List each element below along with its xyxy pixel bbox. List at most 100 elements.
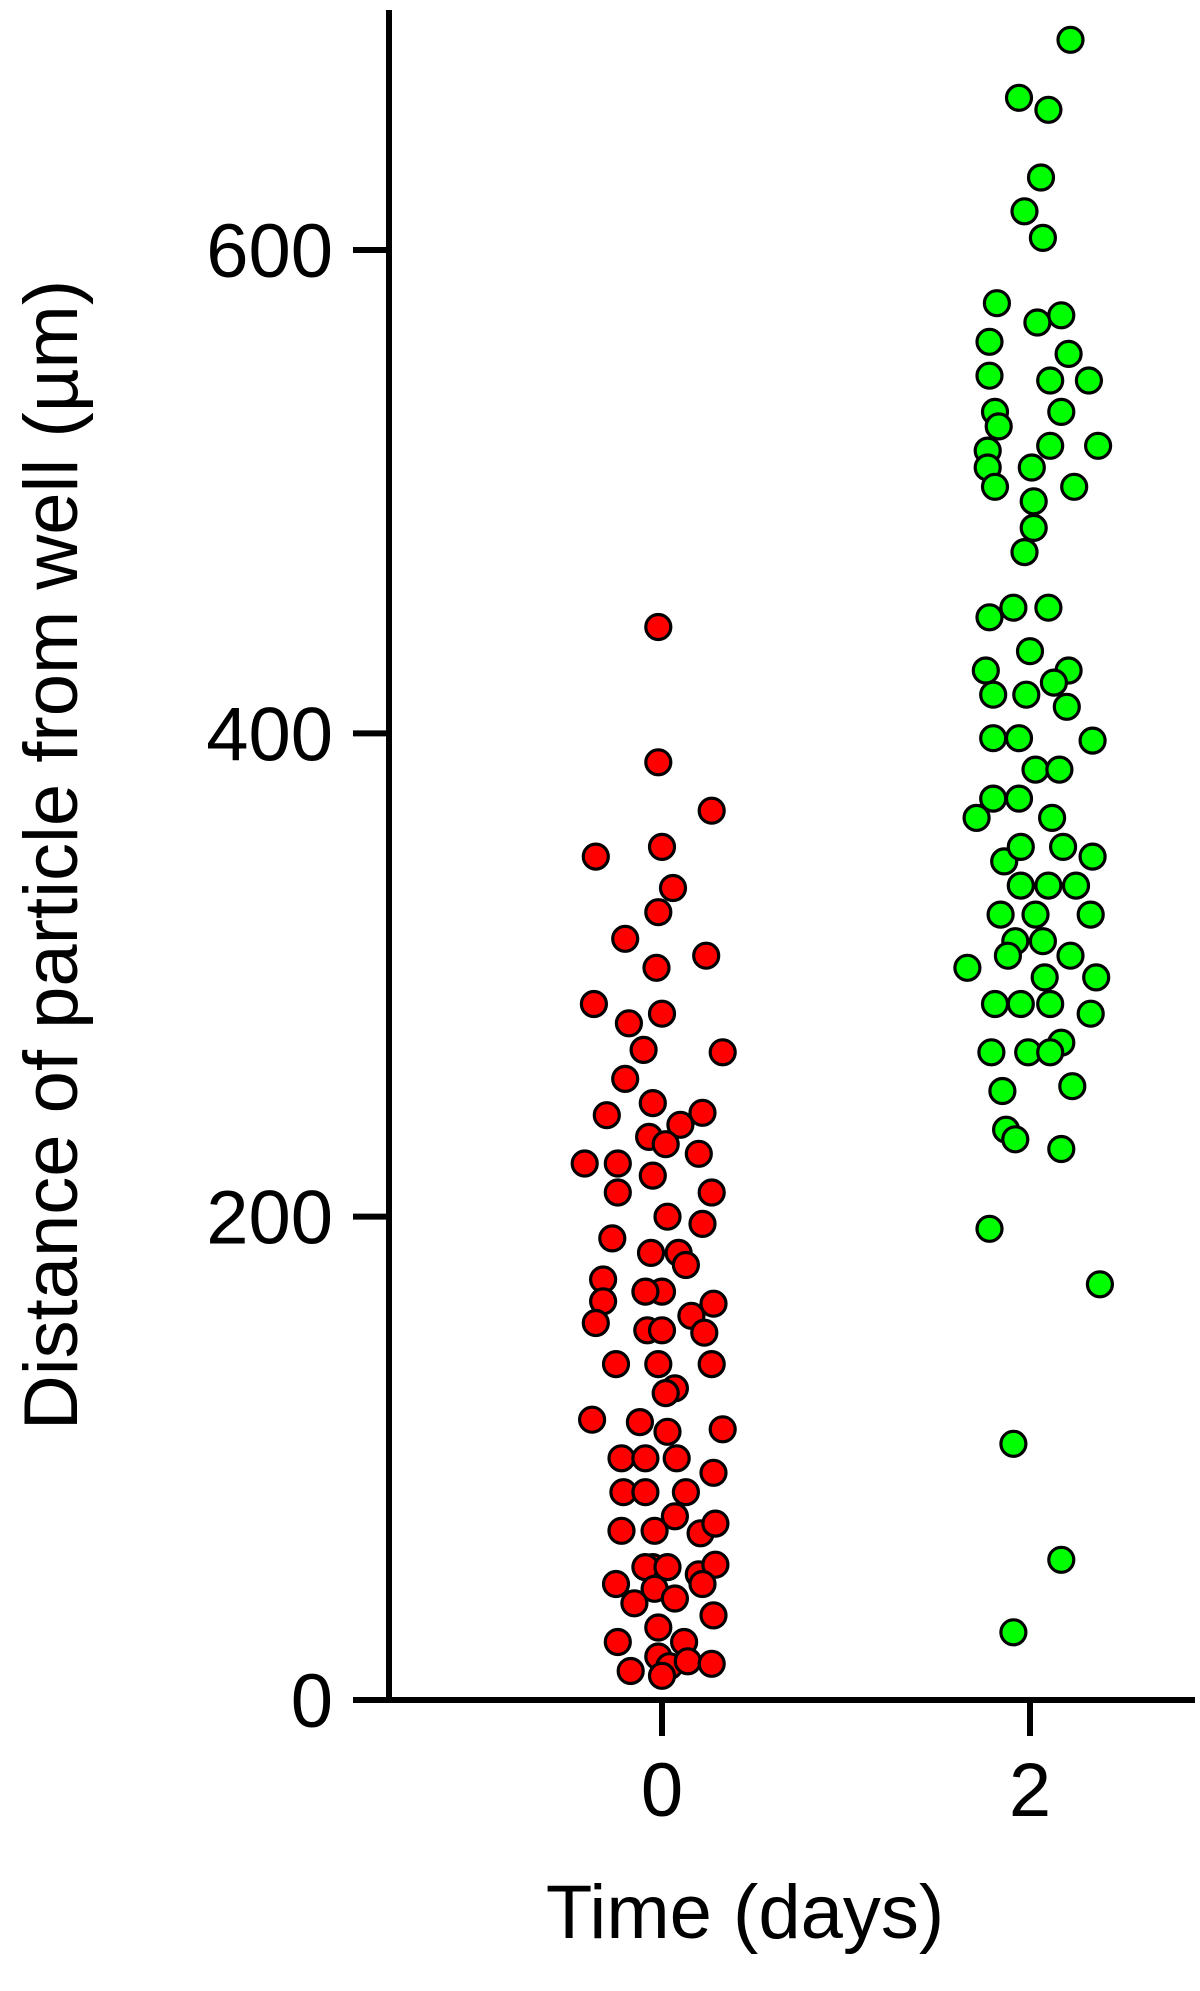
- y-tick-label-600: 600: [206, 209, 333, 294]
- data-point-day0-24: [603, 1149, 632, 1178]
- y-tick-label-400: 400: [206, 692, 333, 777]
- data-point-day2-18: [1036, 431, 1065, 460]
- data-point-day0-53: [607, 1444, 636, 1473]
- data-point-day2-71: [988, 1076, 1017, 1106]
- data-point-day2-30: [1015, 637, 1045, 666]
- data-point-day2-80: [999, 1618, 1028, 1647]
- data-point-day0-26: [697, 1178, 726, 1207]
- data-point-day2-64: [1006, 989, 1035, 1019]
- data-point-day0-70: [701, 1550, 730, 1579]
- x-axis-label: Time (days): [546, 1870, 944, 1955]
- data-point-day0-83: [616, 1656, 645, 1686]
- data-point-day0-25: [638, 1161, 667, 1190]
- data-point-day0-0: [644, 612, 673, 642]
- data-point-day2-43: [1004, 784, 1034, 813]
- data-point-day2-68: [977, 1038, 1006, 1067]
- data-point-day0-14: [708, 1038, 737, 1067]
- data-point-day0-27: [603, 1178, 632, 1207]
- data-point-day2-48: [1048, 832, 1078, 862]
- data-point-day2-9: [975, 327, 1004, 356]
- data-point-day0-48: [651, 1378, 680, 1408]
- data-point-day2-76: [975, 1214, 1004, 1243]
- data-point-day0-16: [638, 1088, 667, 1118]
- data-point-day0-1: [644, 748, 673, 777]
- data-point-day2-78: [999, 1429, 1028, 1458]
- data-point-day0-55: [662, 1444, 691, 1473]
- data-point-day2-58: [953, 953, 982, 982]
- data-point-day2-38: [1004, 724, 1034, 753]
- data-point-day0-19: [666, 1110, 695, 1139]
- data-point-day2-74: [1001, 1125, 1030, 1154]
- data-point-day0-61: [607, 1516, 636, 1545]
- data-point-day2-27: [975, 603, 1004, 632]
- data-point-day2-34: [979, 680, 1008, 709]
- data-point-day2-28: [999, 593, 1028, 622]
- data-point-day0-2: [697, 796, 726, 825]
- data-point-day0-4: [647, 832, 677, 862]
- data-point-day2-0: [1056, 25, 1085, 54]
- data-point-day2-36: [1052, 692, 1081, 721]
- data-point-day2-32: [971, 656, 1000, 685]
- data-point-day2-40: [1045, 755, 1074, 784]
- data-point-day2-44: [962, 803, 991, 833]
- data-point-day2-59: [993, 941, 1023, 970]
- data-point-day0-52: [653, 1417, 682, 1446]
- data-point-day2-51: [1034, 871, 1063, 900]
- data-point-day0-6: [644, 898, 673, 927]
- data-point-day2-56: [1028, 927, 1058, 956]
- y-tick-label-0: 0: [291, 1659, 333, 1744]
- data-point-day2-41: [1078, 726, 1107, 755]
- data-point-day2-19: [1083, 431, 1113, 460]
- data-point-day0-8: [692, 941, 721, 970]
- data-point-day2-24: [1019, 487, 1048, 516]
- data-point-day2-35: [1012, 680, 1041, 709]
- data-point-day0-9: [642, 953, 671, 982]
- data-point-day0-82: [697, 1649, 726, 1678]
- data-point-day2-50: [1006, 871, 1035, 900]
- data-point-day2-26: [1010, 537, 1039, 567]
- data-point-day2-12: [1036, 366, 1065, 395]
- data-point-day0-21: [651, 1130, 680, 1159]
- data-point-day2-1: [1004, 83, 1034, 112]
- data-point-day2-39: [1021, 755, 1050, 784]
- data-point-day2-29: [1034, 593, 1063, 622]
- data-point-day0-58: [631, 1478, 660, 1507]
- data-point-day2-4: [1010, 197, 1039, 226]
- data-point-day0-40: [581, 1308, 610, 1338]
- data-point-day2-62: [1082, 963, 1111, 992]
- data-point-day0-17: [688, 1098, 717, 1127]
- data-point-day2-16: [984, 412, 1013, 441]
- data-point-day2-22: [980, 472, 1010, 501]
- data-point-day2-77: [1085, 1270, 1115, 1299]
- data-point-day0-3: [581, 842, 610, 871]
- data-point-day0-38: [699, 1289, 728, 1318]
- data-point-day2-2: [1034, 95, 1063, 124]
- data-point-day0-29: [688, 1209, 717, 1239]
- data-point-day2-23: [1060, 472, 1089, 501]
- data-point-day0-23: [570, 1149, 599, 1178]
- data-point-day0-74: [688, 1569, 717, 1599]
- data-point-day0-75: [699, 1601, 728, 1630]
- data-point-day0-73: [660, 1584, 690, 1613]
- data-point-day0-22: [684, 1139, 713, 1168]
- data-point-day2-60: [1056, 941, 1085, 970]
- data-point-day0-50: [625, 1407, 655, 1437]
- data-point-day2-72: [1058, 1072, 1087, 1101]
- data-point-day0-64: [701, 1509, 730, 1538]
- data-point-day2-53: [986, 900, 1015, 929]
- data-point-day2-33: [1039, 668, 1069, 697]
- points-layer: [570, 25, 1115, 1690]
- data-point-day0-11: [647, 999, 677, 1028]
- data-point-day0-36: [631, 1277, 660, 1306]
- data-point-day0-28: [653, 1202, 682, 1231]
- data-point-day2-7: [1023, 308, 1052, 337]
- data-point-day2-47: [1006, 832, 1035, 862]
- data-point-day0-60: [660, 1502, 690, 1531]
- data-point-day2-52: [1061, 871, 1091, 900]
- data-point-day2-75: [1047, 1134, 1076, 1164]
- data-point-day0-7: [611, 924, 640, 953]
- data-point-day0-5: [658, 873, 688, 903]
- y-axis-ticks: 0 200 400 600: [206, 209, 389, 1744]
- data-point-day2-45: [1037, 803, 1067, 833]
